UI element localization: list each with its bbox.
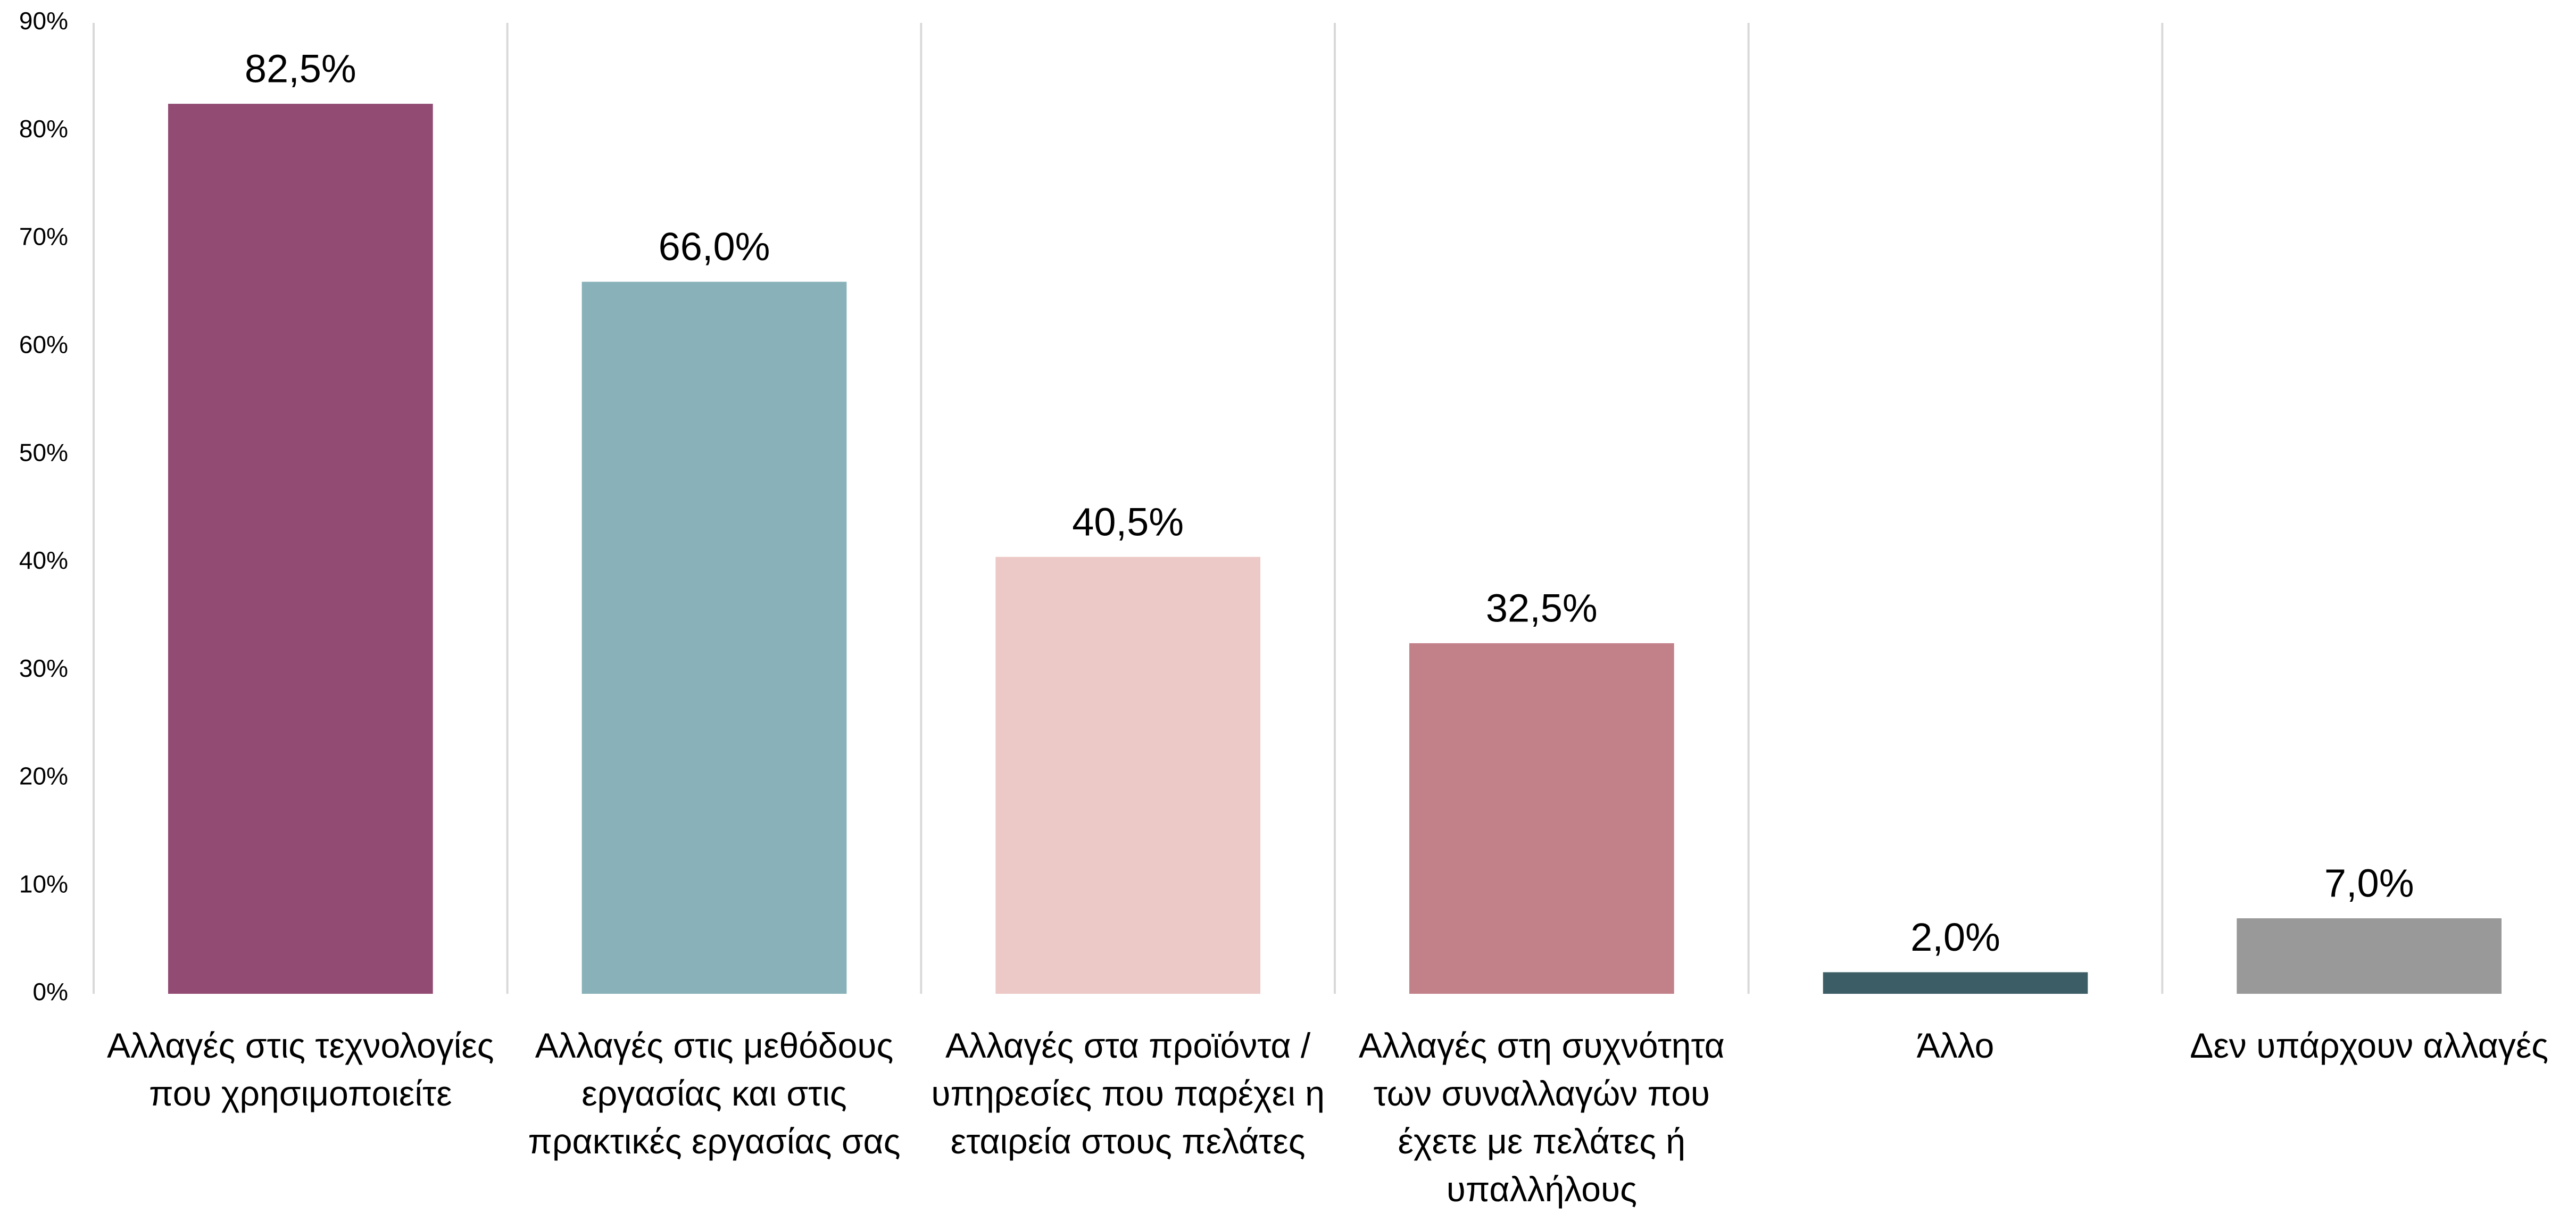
value-label: 32,5%: [1486, 586, 1598, 630]
value-label: 40,5%: [1072, 500, 1184, 544]
y-tick-label: 50%: [19, 438, 68, 466]
y-tick-label: 60%: [19, 330, 68, 358]
bar: [581, 281, 847, 994]
bar: [1409, 643, 1674, 994]
y-tick-label: 30%: [19, 654, 68, 682]
value-label: 7,0%: [2324, 861, 2414, 905]
value-label: 82,5%: [245, 47, 356, 91]
y-tick-label: 70%: [19, 223, 68, 251]
x-tick-label: Αλλαγές στις τεχνολογίες που χρησιμοποιε…: [107, 1026, 494, 1113]
x-tick-label: Άλλο: [1916, 1026, 1995, 1065]
bar: [168, 104, 433, 994]
x-tick-label: Αλλαγές στα προϊόντα / υπηρεσίες που παρ…: [931, 1026, 1325, 1161]
y-tick-label: 0%: [33, 978, 68, 1006]
value-label: 2,0%: [1910, 915, 2000, 959]
x-tick-label: Αλλαγές στη συχνότητα των συναλλαγών που…: [1358, 1026, 1725, 1209]
bar: [2237, 918, 2502, 994]
y-tick-label: 40%: [19, 546, 68, 574]
y-tick-label: 80%: [19, 115, 68, 143]
y-tick-label: 10%: [19, 870, 68, 898]
x-tick-label: Δεν υπάρχουν αλλαγές: [2190, 1026, 2549, 1065]
bar: [995, 556, 1261, 994]
x-tick-label: Αλλαγές στις μεθόδους εργασίας και στις …: [528, 1026, 901, 1161]
y-tick-label: 90%: [19, 7, 68, 35]
y-tick-label: 20%: [19, 762, 68, 790]
bar: [1823, 972, 2088, 994]
value-label: 66,0%: [659, 225, 770, 269]
